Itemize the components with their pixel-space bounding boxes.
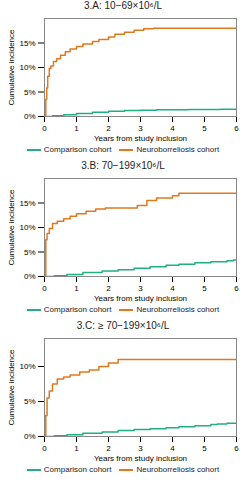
svg-text:10%: 10% [19, 63, 35, 72]
svg-text:Years from study inclusion: Years from study inclusion [94, 294, 187, 303]
html-text:Neuroborreliosis cohort: Neuroborreliosis cohort [136, 305, 220, 314]
svg-text:4: 4 [170, 124, 175, 133]
html-text:Neuroborreliosis cohort: Neuroborreliosis cohort [136, 465, 220, 474]
svg-text:15%: 15% [19, 39, 35, 48]
svg-text:1: 1 [74, 284, 79, 293]
svg-text:5: 5 [202, 444, 207, 453]
svg-text:0: 0 [42, 124, 47, 133]
svg-text:6: 6 [234, 284, 239, 293]
svg-text:6: 6 [234, 444, 239, 453]
html-text:3.A: 10−69×10⁶/L: 3.A: 10−69×10⁶/L [84, 0, 162, 11]
html-text:Neuroborreliosis cohort: Neuroborreliosis cohort [136, 145, 220, 154]
html-text:3.B: 70−199×10⁶/L: 3.B: 70−199×10⁶/L [81, 160, 165, 171]
svg-text:3: 3 [138, 124, 143, 133]
html-text:Comparison cohort: Comparison cohort [43, 465, 112, 474]
svg-text:2: 2 [106, 124, 111, 133]
svg-text:1: 1 [74, 444, 79, 453]
svg-text:0: 0 [42, 284, 47, 293]
svg-text:3: 3 [138, 284, 143, 293]
svg-text:5: 5 [202, 284, 207, 293]
svg-text:6: 6 [234, 124, 239, 133]
html-text:Comparison cohort: Comparison cohort [43, 305, 112, 314]
html-text:Comparison cohort: Comparison cohort [43, 145, 112, 154]
svg-text:5%: 5% [24, 88, 36, 97]
svg-text:4: 4 [170, 444, 175, 453]
svg-text:Cumulative incidence: Cumulative incidence [7, 189, 16, 266]
svg-text:1: 1 [74, 124, 79, 133]
svg-text:5: 5 [202, 124, 207, 133]
svg-text:15%: 15% [19, 199, 35, 208]
svg-text:10%: 10% [19, 223, 35, 232]
svg-text:0%: 0% [24, 272, 36, 281]
svg-text:Years from study inclusion: Years from study inclusion [94, 134, 187, 143]
svg-text:4: 4 [170, 284, 175, 293]
svg-text:Cumulative incidence: Cumulative incidence [7, 29, 16, 106]
svg-text:0%: 0% [24, 112, 36, 121]
svg-text:10%: 10% [19, 362, 35, 371]
svg-text:Years from study inclusion: Years from study inclusion [94, 454, 187, 463]
svg-text:Cumulative incidence: Cumulative incidence [7, 349, 16, 426]
svg-text:0%: 0% [24, 432, 36, 441]
svg-text:2: 2 [106, 284, 111, 293]
svg-text:0: 0 [42, 444, 47, 453]
svg-text:5%: 5% [24, 397, 36, 406]
svg-text:2: 2 [106, 444, 111, 453]
html-text:3.C: ≥ 70−199×10⁶/L: 3.C: ≥ 70−199×10⁶/L [76, 320, 170, 331]
svg-text:3: 3 [138, 444, 143, 453]
svg-text:5%: 5% [24, 248, 36, 257]
